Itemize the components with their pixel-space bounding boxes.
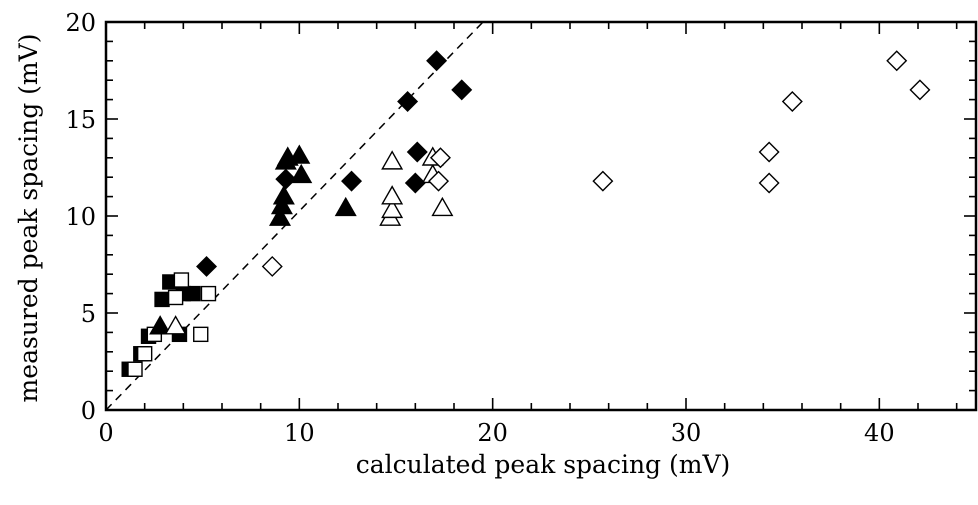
- open-triangle-point: [381, 150, 404, 170]
- axis-tick-labels: 0 10 20 30 40 0 5 10 15 20: [65, 9, 894, 447]
- filled-diamond-point: [341, 170, 363, 192]
- reference-layer: [105, 21, 484, 411]
- open-square-point: [136, 346, 153, 362]
- filled-diamond-point: [451, 79, 473, 101]
- open-square-point: [173, 272, 190, 288]
- filled-diamond-point: [275, 168, 297, 190]
- reference-dashed-line: [105, 21, 484, 411]
- filled-triangle-point: [288, 144, 311, 164]
- filled-triangle-point: [272, 185, 295, 205]
- y-tick-label: 0: [81, 397, 96, 425]
- filled-diamond-point: [397, 91, 419, 113]
- y-tick-label: 15: [65, 106, 96, 134]
- filled-triangle-point: [149, 315, 172, 335]
- open-diamond-point: [758, 172, 780, 194]
- open-diamond-point: [261, 255, 283, 277]
- data-points: [121, 50, 931, 377]
- open-diamond-point: [429, 147, 451, 169]
- x-tick-label: 0: [98, 419, 113, 447]
- open-diamond-point: [592, 170, 614, 192]
- x-tick-label: 30: [671, 419, 702, 447]
- axis-ticks: [105, 21, 976, 411]
- open-triangle-point: [381, 198, 404, 219]
- filled-triangle-point: [334, 196, 357, 217]
- filled-diamond-point: [426, 50, 448, 72]
- filled-square-point: [185, 285, 201, 302]
- filled-square-point: [154, 291, 170, 308]
- open-triangle-point: [164, 315, 187, 335]
- open-diamond-point: [428, 170, 450, 192]
- open-triangle-point: [431, 196, 454, 217]
- open-diamond-point: [781, 91, 803, 113]
- filled-diamond-point: [406, 141, 428, 163]
- open-triangle-point: [381, 185, 404, 205]
- open-square-point: [167, 289, 184, 306]
- open-square-point: [127, 361, 143, 377]
- open-diamond-point: [758, 141, 780, 163]
- open-square-point: [193, 326, 209, 343]
- y-tick-label: 10: [65, 203, 96, 231]
- y-tick-label: 5: [81, 300, 96, 328]
- filled-triangle-point: [290, 163, 313, 184]
- x-tick-label: 40: [864, 419, 895, 447]
- open-square-point: [200, 285, 217, 302]
- open-diamond-point: [909, 79, 931, 101]
- open-diamond-point: [886, 50, 908, 72]
- filled-diamond-point: [196, 255, 218, 277]
- filled-triangle-point: [268, 206, 292, 226]
- y-tick-label: 20: [65, 9, 96, 37]
- y-axis-label: measured peak spacing (mV): [14, 34, 43, 403]
- x-tick-label: 10: [284, 419, 315, 447]
- filled-diamond-point: [404, 172, 426, 194]
- filled-triangle-point: [270, 194, 293, 215]
- x-axis-label: calculated peak spacing (mV): [356, 450, 731, 479]
- plot-frame: [104, 20, 978, 412]
- x-tick-label: 20: [477, 419, 508, 447]
